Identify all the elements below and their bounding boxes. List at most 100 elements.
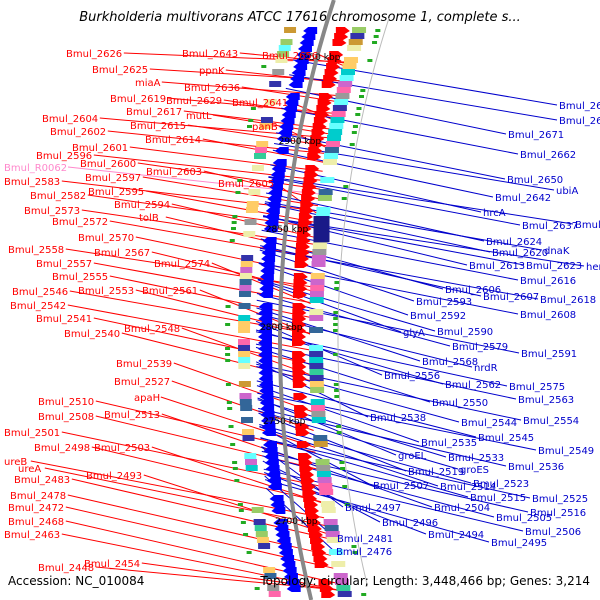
plus-strand-gene xyxy=(304,171,319,178)
label-connector-line xyxy=(183,110,330,130)
gene-label: Bmul_2523 xyxy=(473,479,529,490)
cog-category-block xyxy=(316,207,331,213)
trna-marker xyxy=(240,521,246,524)
minus-strand-gene xyxy=(281,561,296,568)
label-connector-line xyxy=(259,247,539,300)
label-connector-line xyxy=(239,52,345,64)
plus-strand-gene xyxy=(292,303,307,310)
gene-label: Bmul_2605 xyxy=(218,179,274,190)
minus-strand-gene xyxy=(258,369,273,376)
gene-label: Bmul_2620 xyxy=(492,248,548,259)
plus-strand-gene xyxy=(326,63,341,70)
tick-label: 2850 kbp xyxy=(266,225,309,235)
cog-category-block xyxy=(255,531,268,537)
gene-label: Bmul_2550 xyxy=(432,398,488,409)
minus-strand-gene xyxy=(276,537,291,544)
plus-strand-gene xyxy=(293,279,308,286)
trna-marker xyxy=(372,41,378,44)
minus-strand-gene xyxy=(260,405,275,412)
cog-category-block xyxy=(320,177,335,183)
tick-mark xyxy=(301,51,310,55)
minus-strand-gene xyxy=(283,105,298,112)
gene-label: Bmul_2525 xyxy=(532,494,588,505)
gene-label: Bmul_2637 xyxy=(522,221,578,232)
trna-marker xyxy=(238,509,244,512)
plus-strand-gene xyxy=(299,207,314,214)
cog-category-block xyxy=(309,369,324,375)
minus-strand-gene xyxy=(258,357,273,364)
trna-marker xyxy=(334,389,340,392)
cog-category-block xyxy=(238,303,251,309)
minus-strand-gene xyxy=(268,189,283,196)
topology-summary: Topology: circular; Length: 3,448,466 bp… xyxy=(260,574,590,588)
plus-strand-gene xyxy=(297,225,312,232)
cog-category-block xyxy=(254,525,267,531)
gene-label: Bmul_2558 xyxy=(8,245,64,256)
trna-marker xyxy=(375,29,381,32)
cog-category-block xyxy=(348,39,363,45)
gene-label: Bmul_2515 xyxy=(470,493,526,504)
cog-category-block xyxy=(325,141,340,147)
cog-category-block xyxy=(309,291,324,297)
cog-category-block xyxy=(309,345,324,351)
gene-label: Bmul_2603 xyxy=(146,167,202,178)
gene-label: Bmul_2556 xyxy=(384,371,440,382)
minus-strand-gene xyxy=(278,129,293,136)
cog-category-block xyxy=(311,405,326,411)
trna-marker xyxy=(359,95,365,98)
cog-category-block xyxy=(248,189,261,195)
gene-label: Bmul_2544 xyxy=(461,418,517,429)
gene-label: Bmul_2549 xyxy=(538,446,594,457)
gene-label: nrdR xyxy=(474,363,498,374)
minus-strand-gene xyxy=(271,165,286,172)
plus-strand-gene xyxy=(295,243,310,250)
plus-strand-gene xyxy=(292,315,307,322)
trna-marker xyxy=(334,281,340,284)
cog-category-block xyxy=(241,417,254,423)
gene-label: Bmul_2574 xyxy=(154,259,210,270)
cog-category-block xyxy=(352,27,367,33)
minus-strand-gene xyxy=(258,303,273,310)
label-connector-line xyxy=(259,426,439,487)
trna-marker xyxy=(342,485,348,488)
cog-category-block xyxy=(318,189,333,195)
plus-strand-gene xyxy=(307,525,322,532)
trna-marker xyxy=(250,107,256,110)
gene-label: Bmul_2613 xyxy=(469,261,525,272)
cog-category-block xyxy=(267,585,280,591)
plus-strand-gene xyxy=(312,549,327,556)
plus-strand-gene xyxy=(298,219,313,226)
cog-category-block xyxy=(311,411,326,417)
gene-label: Bmul_2624 xyxy=(486,237,542,248)
cog-category-block xyxy=(342,63,357,69)
gene-label: Bmul_2553 xyxy=(78,286,134,297)
gene-label: miaA xyxy=(135,78,161,89)
cog-category-block xyxy=(309,381,324,387)
cog-category-block xyxy=(335,579,350,585)
gene-label: Bmul_2493 xyxy=(86,471,142,482)
gene-label: ureA xyxy=(18,464,41,475)
plus-strand-gene xyxy=(307,153,322,160)
gene-label: Bmul_2617 xyxy=(126,107,182,118)
trna-marker xyxy=(334,287,340,290)
plus-strand-gene xyxy=(306,519,321,526)
gene-label: Bmul_2604 xyxy=(42,114,98,125)
cog-category-block xyxy=(275,57,288,63)
trna-marker xyxy=(231,221,237,224)
gene-label: mutL xyxy=(186,111,212,122)
label-connector-line xyxy=(268,176,574,225)
cog-category-block xyxy=(336,87,351,93)
cog-category-block xyxy=(260,117,273,123)
accession-text: Accession: NC_010084 xyxy=(8,574,145,588)
plus-strand-gene xyxy=(310,135,325,142)
minus-strand-gene xyxy=(266,471,281,478)
label-connector-line xyxy=(109,220,314,258)
minus-strand-gene xyxy=(280,555,295,562)
plus-strand-gene xyxy=(303,177,318,184)
minus-strand-gene xyxy=(260,411,275,418)
gene-label: Bmul_2563 xyxy=(518,395,574,406)
label-connector-line xyxy=(199,289,311,335)
tick-mark xyxy=(266,420,275,422)
plus-strand-gene xyxy=(324,69,339,76)
